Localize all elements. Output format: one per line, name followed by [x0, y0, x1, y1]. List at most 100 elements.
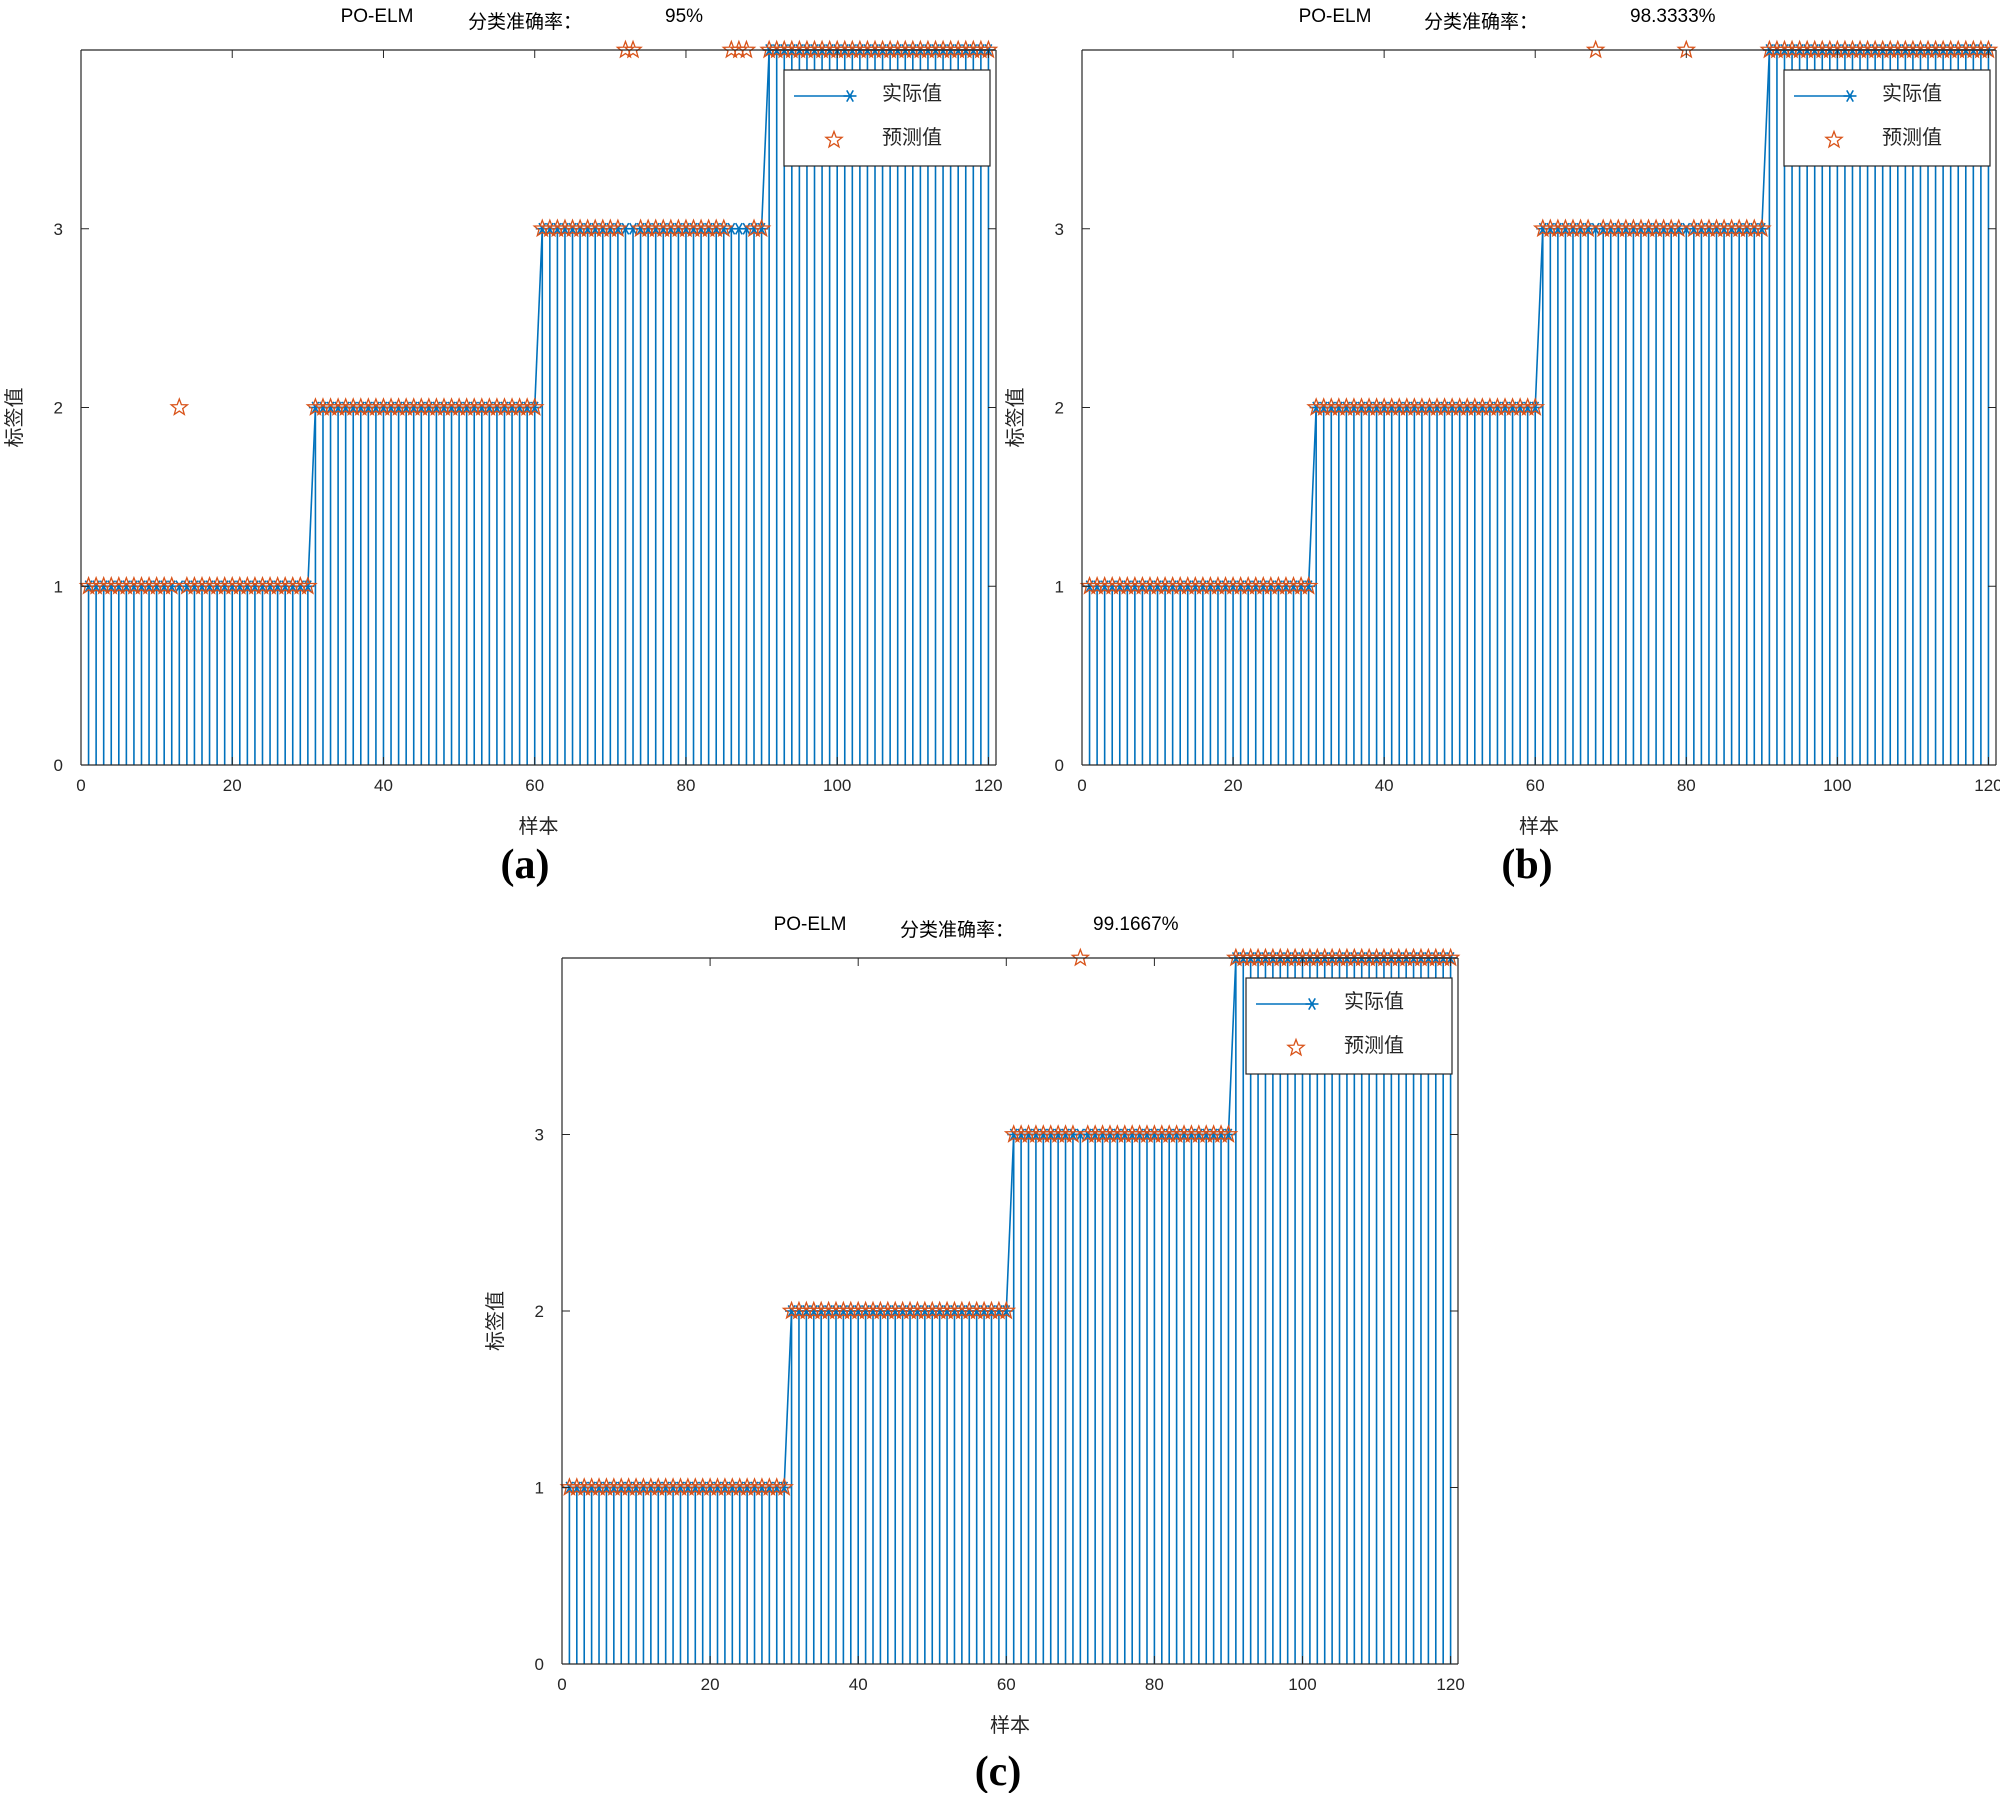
- stem-lines: [568, 958, 1452, 1664]
- accuracy-value: 98.3333%: [1630, 6, 1716, 27]
- predicted-point: [1517, 397, 1538, 416]
- step-rise: [1227, 957, 1237, 1135]
- y-tick-label: 3: [1055, 220, 1064, 239]
- predicted-point: [608, 218, 628, 238]
- legend-box: [1245, 977, 1453, 1075]
- x-tick-label: 60: [525, 776, 544, 795]
- y-axis-label: 标签值: [2, 388, 26, 448]
- y-tick-label: 1: [535, 1479, 544, 1498]
- x-tick-label: 80: [676, 776, 695, 795]
- x-tick-label: 0: [557, 1675, 566, 1694]
- legend-predicted-icon: [1824, 129, 1844, 149]
- legend-predicted-label: 预测值: [1882, 125, 1942, 149]
- x-tick-label: 60: [1526, 776, 1545, 795]
- panel-caption: (c): [975, 1749, 1022, 1793]
- predicted-point: [524, 397, 545, 416]
- legend-actual-label: 实际值: [882, 81, 942, 105]
- accuracy-label: 分类准确率：: [468, 11, 582, 33]
- x-tick-label: 120: [974, 776, 1002, 795]
- asterisk-stroke: [629, 222, 637, 235]
- predicted-point: [1291, 575, 1311, 595]
- step-rise: [760, 49, 770, 229]
- asterisk-stroke: [1308, 997, 1316, 1011]
- y-tick-label: 1: [1055, 577, 1064, 596]
- step-rise: [1005, 1134, 1015, 1312]
- step-rise: [1534, 228, 1544, 408]
- predicted-point: [736, 39, 757, 59]
- asterisk-stroke: [742, 222, 751, 235]
- predicted-point: [623, 39, 643, 59]
- predicted-point: [713, 218, 734, 238]
- y-tick-label: 2: [54, 399, 63, 418]
- legend-predicted-label: 预测值: [882, 125, 942, 149]
- predicted-point: [989, 1300, 1009, 1320]
- predicted-point: [1570, 218, 1591, 238]
- step-rise: [307, 407, 317, 587]
- accuracy-label: 分类准确率：: [1424, 11, 1538, 33]
- asterisk-stroke: [621, 222, 630, 235]
- legend-actual-icon: [843, 89, 857, 103]
- legend-actual-label: 实际值: [1344, 989, 1404, 1013]
- asterisk-stroke: [734, 222, 743, 235]
- predicted-point: [298, 575, 318, 595]
- x-tick-label: 80: [1145, 1675, 1164, 1694]
- x-axis-label: 样本: [1519, 814, 1559, 838]
- step-rise: [1307, 407, 1317, 587]
- step-rise: [533, 228, 544, 408]
- x-tick-label: 100: [823, 776, 851, 795]
- panel-caption: (b): [1501, 842, 1552, 888]
- x-axis-label: 样本: [519, 814, 559, 838]
- predicted-point: [1971, 39, 1991, 59]
- predicted-point: [1525, 397, 1546, 416]
- predicted-point: [1751, 218, 1772, 238]
- x-axis-label: 样本: [990, 1713, 1030, 1737]
- y-tick-label: 1: [54, 577, 63, 596]
- asterisk-stroke: [1591, 222, 1600, 235]
- predicted-point: [1298, 575, 1319, 595]
- predicted-point: [1218, 1124, 1239, 1143]
- asterisk-stroke: [1682, 222, 1691, 235]
- y-tick-label: 2: [535, 1302, 544, 1321]
- predicted-point: [751, 218, 772, 238]
- x-tick-label: 20: [223, 776, 242, 795]
- step-rise: [783, 1310, 793, 1488]
- chart-panel-a: 0 20 40 60 80 100 120 0 1 2 3 样本 标签值 PO-ELM 分类准确率： 95% 实…: [2, 6, 1003, 888]
- legend-box: [1783, 69, 1991, 167]
- stem-lines: [1088, 50, 1990, 765]
- x-tick-label: 20: [1224, 776, 1243, 795]
- x-tick-label: 20: [701, 1675, 720, 1694]
- asterisk-stroke: [846, 89, 854, 103]
- panel-caption: (a): [501, 842, 550, 888]
- chart-panel-c: 0 20 40 60 80 100 120 0 1 2 3 样本 标签值 PO-ELM 分类准确率： 99.1…: [483, 914, 1465, 1793]
- accuracy-value: 99.1667%: [1093, 914, 1179, 935]
- x-tick-label: 40: [849, 1675, 868, 1694]
- x-tick-label: 100: [1288, 1675, 1316, 1694]
- accuracy-label: 分类准确率：: [900, 919, 1014, 941]
- x-tick-label: 40: [374, 776, 393, 795]
- legend-predicted-icon: [824, 129, 844, 149]
- predicted-point: [774, 1477, 794, 1496]
- predicted-point: [1433, 947, 1454, 967]
- x-tick-label: 0: [1077, 776, 1086, 795]
- y-tick-label: 2: [1055, 399, 1064, 418]
- y-tick-label: 0: [54, 756, 63, 775]
- x-tick-label: 60: [997, 1675, 1016, 1694]
- step-rise: [1761, 49, 1771, 229]
- chart-title: PO-ELM: [1299, 6, 1372, 27]
- chart-title: PO-ELM: [341, 6, 414, 27]
- predicted-point: [766, 1477, 787, 1496]
- predicted-point: [1055, 1124, 1076, 1143]
- legend-actual-icon: [1305, 997, 1319, 1011]
- x-tick-label: 80: [1677, 776, 1696, 795]
- predicted-point: [1211, 1124, 1231, 1143]
- legend-actual-label: 实际值: [1882, 81, 1942, 105]
- predicted-point: [1585, 39, 1606, 59]
- asterisk-stroke: [1076, 1128, 1085, 1141]
- y-axis-label: 标签值: [483, 1291, 507, 1351]
- legend-box: [783, 69, 991, 167]
- x-tick-label: 40: [1375, 776, 1394, 795]
- predicted-markers: [1079, 39, 1999, 595]
